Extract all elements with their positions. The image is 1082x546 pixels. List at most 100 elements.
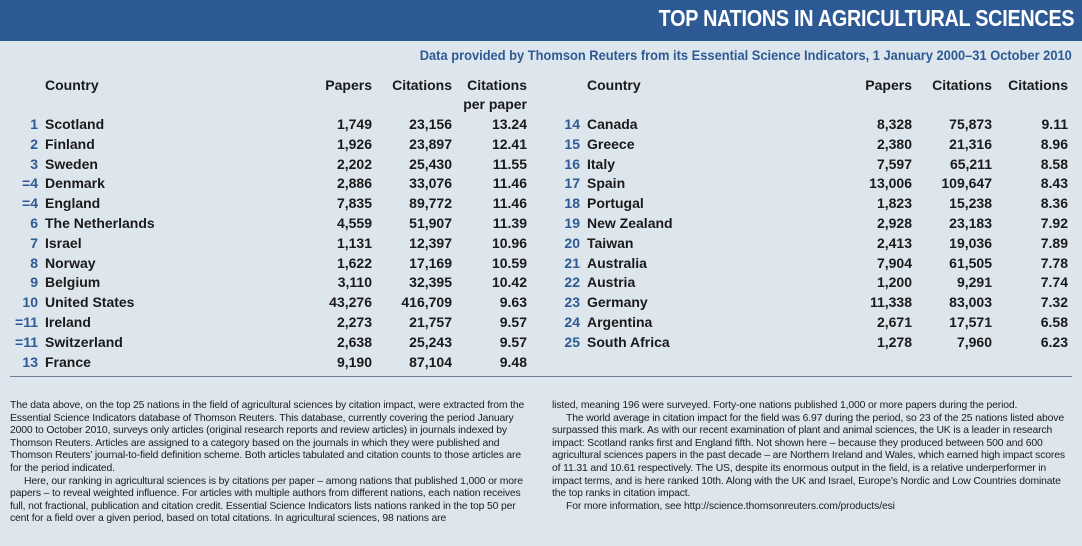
citations-cell: 33,076 (409, 175, 452, 192)
left-ranking-table: 1 Scotland 1,749 23,156 13.24 2 Finland 1,926 23… (0, 115, 540, 372)
citations-cell: 17,571 (949, 313, 992, 330)
cpp-cell: 8.96 (1040, 135, 1068, 152)
cpp-cell: 13.24 (491, 116, 527, 132)
papers-cell: 1,278 (876, 333, 912, 350)
papers-cell: 43,276 (329, 294, 372, 311)
cpp-cell: 9.11 (1041, 116, 1068, 132)
country-cell: Greece (587, 135, 635, 152)
left-cpp-header-line1: Citations (467, 77, 527, 93)
country-cell: Taiwan (587, 234, 634, 251)
citations-cell: 12,397 (409, 234, 452, 251)
papers-cell: 1,131 (336, 234, 372, 251)
rank-cell: 18 (564, 195, 580, 212)
citations-cell: 87,104 (409, 353, 452, 370)
rank-cell: 25 (564, 333, 580, 350)
rank-cell: 9 (30, 274, 38, 291)
country-cell: Switzerland (45, 333, 123, 350)
papers-cell: 1,200 (876, 274, 912, 291)
citations-cell: 21,316 (949, 135, 992, 152)
rank-cell: 6 (30, 214, 38, 231)
papers-cell: 3,110 (337, 274, 372, 291)
rank-cell: 3 (30, 155, 38, 172)
cpp-cell: 11.39 (492, 214, 527, 231)
country-cell: Austria (587, 274, 636, 291)
title-banner: TOP NATIONS IN AGRICULTURAL SCIENCES (0, 0, 1082, 41)
table-row: =11 Ireland 2,273 21,757 9.57 (0, 313, 540, 333)
country-cell: United States (45, 294, 135, 311)
left-papers-header: Papers (325, 77, 372, 93)
table-row: 21 Australia 7,904 61,505 7.78 (540, 254, 1082, 274)
table-row: =4 Denmark 2,886 33,076 11.46 (0, 174, 540, 194)
citations-cell: 7,960 (956, 333, 992, 350)
citations-cell: 23,156 (409, 116, 452, 132)
table-row: 16 Italy 7,597 65,211 8.58 (540, 155, 1082, 175)
citations-cell: 83,003 (949, 294, 992, 311)
citations-cell: 23,183 (949, 214, 992, 231)
papers-cell: 2,928 (876, 214, 912, 231)
papers-cell: 2,413 (876, 234, 912, 251)
body-paragraph: Here, our ranking in agricultural scienc… (10, 475, 523, 525)
table-row: 20 Taiwan 2,413 19,036 7.89 (540, 234, 1082, 254)
country-cell: Spain (587, 175, 626, 192)
rank-cell: =11 (15, 333, 38, 350)
table-row: 13 France 9,190 87,104 9.48 (0, 353, 540, 373)
country-cell: Italy (587, 155, 616, 172)
rank-cell: 24 (564, 313, 580, 330)
papers-cell: 7,835 (336, 195, 372, 212)
left-cpp-header-line2: per paper (463, 96, 527, 112)
rank-cell: 2 (30, 135, 38, 152)
country-cell: England (45, 195, 101, 212)
cpp-cell: 11.55 (492, 155, 527, 172)
citations-cell: 89,772 (409, 195, 452, 212)
papers-cell: 2,671 (876, 313, 912, 330)
country-cell: Belgium (45, 274, 101, 291)
table-row: 9 Belgium 3,110 32,395 10.42 (0, 273, 540, 293)
rank-cell: 14 (564, 116, 580, 132)
citations-cell: 15,238 (949, 195, 992, 212)
citations-cell: 25,243 (409, 333, 452, 350)
right-cpp-header: Citations (1008, 77, 1068, 93)
citations-cell: 17,169 (409, 254, 452, 271)
papers-cell: 8,328 (876, 116, 912, 132)
citations-cell: 65,211 (949, 155, 992, 172)
table-row: 6 The Netherlands 4,559 51,907 11.39 (0, 214, 540, 234)
cpp-cell: 7.32 (1040, 294, 1068, 311)
country-cell: Scotland (45, 116, 105, 132)
cpp-cell: 9.48 (499, 353, 527, 370)
country-cell: Finland (45, 135, 95, 152)
cpp-cell: 12.41 (491, 135, 527, 152)
country-cell: Ireland (45, 313, 91, 330)
table-bottom-rule (10, 376, 1072, 377)
rank-cell: 22 (564, 274, 580, 291)
citations-cell: 9,291 (956, 274, 992, 291)
cpp-cell: 9.63 (499, 294, 527, 311)
right-ranking-table: 14 Canada 8,328 75,873 9.11 15 Greece 2,380 21,3… (540, 115, 1082, 353)
table-row: =4 England 7,835 89,772 11.46 (0, 194, 540, 214)
papers-cell: 1,622 (336, 254, 372, 271)
cpp-cell: 8.58 (1040, 155, 1068, 172)
country-cell: Portugal (587, 195, 644, 212)
citations-cell: 32,395 (409, 274, 452, 291)
citations-cell: 61,505 (949, 254, 992, 271)
rank-cell: 23 (564, 294, 580, 311)
table-row: 25 South Africa 1,278 7,960 6.23 (540, 333, 1082, 353)
cpp-cell: 7.92 (1040, 214, 1068, 231)
rank-cell: =4 (22, 175, 38, 192)
papers-cell: 7,597 (876, 155, 912, 172)
rank-cell: 7 (30, 234, 38, 251)
rank-cell: =4 (22, 195, 38, 212)
rank-cell: 17 (564, 175, 580, 192)
country-cell: South Africa (587, 333, 670, 350)
citations-cell: 75,873 (949, 116, 992, 132)
papers-cell: 9,190 (336, 353, 372, 370)
country-cell: Germany (587, 294, 648, 311)
table-row: 15 Greece 2,380 21,316 8.96 (540, 135, 1082, 155)
body-text-right: listed, meaning 196 were surveyed. Forty… (552, 400, 1070, 513)
cpp-cell: 9.57 (499, 333, 527, 350)
body-paragraph: The world average in citation impact for… (552, 412, 1065, 500)
cpp-cell: 7.89 (1040, 234, 1068, 251)
left-citations-header: Citations (392, 77, 452, 93)
citations-cell: 416,709 (401, 294, 452, 311)
body-paragraph: The data above, on the top 25 nations in… (10, 400, 525, 474)
cpp-cell: 8.43 (1040, 175, 1068, 192)
